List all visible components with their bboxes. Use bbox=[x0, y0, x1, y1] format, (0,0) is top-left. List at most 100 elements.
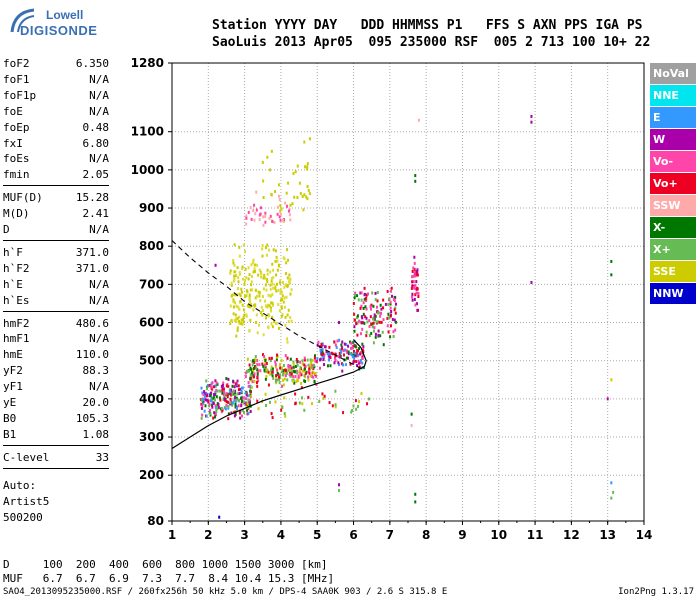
echo-point bbox=[414, 492, 417, 496]
echo-point bbox=[374, 291, 377, 295]
echo-point bbox=[239, 300, 242, 304]
echo-point bbox=[270, 192, 273, 196]
echo-point bbox=[389, 302, 392, 306]
echo-point bbox=[361, 327, 364, 331]
echo-point bbox=[351, 355, 354, 359]
echo-point bbox=[236, 329, 239, 333]
echo-point bbox=[313, 365, 316, 369]
param-name: foF1p bbox=[3, 88, 37, 102]
echo-point bbox=[250, 217, 253, 221]
echo-point bbox=[247, 381, 250, 385]
echo-point bbox=[244, 267, 247, 271]
echo-point bbox=[271, 293, 274, 297]
echo-point bbox=[334, 403, 337, 407]
echo-point bbox=[347, 350, 350, 354]
echo-point bbox=[268, 216, 271, 220]
echo-point bbox=[293, 195, 296, 199]
echo-point bbox=[286, 276, 289, 280]
echo-point bbox=[287, 308, 290, 312]
echo-point bbox=[356, 364, 359, 368]
echo-point bbox=[255, 366, 258, 370]
echo-point bbox=[210, 385, 213, 389]
echo-point bbox=[358, 352, 361, 356]
echo-point bbox=[229, 392, 232, 396]
echo-point bbox=[261, 362, 264, 366]
echo-point bbox=[279, 209, 282, 213]
echo-point bbox=[222, 387, 225, 391]
echo-point bbox=[305, 195, 308, 199]
legend-item: NNW bbox=[650, 283, 696, 304]
echo-point bbox=[228, 389, 231, 393]
echo-point bbox=[257, 379, 260, 383]
echo-point bbox=[263, 369, 266, 373]
echo-point bbox=[243, 282, 246, 286]
echo-point bbox=[216, 404, 219, 408]
echo-point bbox=[298, 375, 301, 379]
echo-point bbox=[270, 356, 273, 360]
echo-point bbox=[290, 319, 293, 323]
echo-point bbox=[280, 314, 283, 318]
profile-dashed-line bbox=[171, 240, 365, 371]
echo-point bbox=[288, 373, 291, 377]
echo-point bbox=[260, 305, 263, 309]
echo-point bbox=[214, 391, 217, 395]
echo-point bbox=[253, 305, 256, 309]
echo-point bbox=[288, 277, 291, 281]
echo-point bbox=[266, 305, 269, 309]
echo-point bbox=[264, 392, 267, 396]
echo-point bbox=[292, 172, 295, 176]
echo-point bbox=[264, 214, 267, 218]
echo-point bbox=[391, 294, 394, 298]
param-name: B0 bbox=[3, 411, 17, 425]
echo-point bbox=[229, 322, 232, 326]
echo-point bbox=[356, 348, 359, 352]
echo-point bbox=[271, 301, 274, 305]
axis-ticks: 1 2 3 4 5 6 7 8 9 10 11 12 13 14802003004005006007008… bbox=[131, 56, 653, 542]
echo-point bbox=[318, 366, 321, 370]
echo-point bbox=[219, 398, 222, 402]
echo-point bbox=[286, 248, 289, 252]
echo-point bbox=[259, 299, 262, 303]
echo-point bbox=[416, 308, 419, 312]
echo-point bbox=[212, 416, 215, 420]
echo-point bbox=[219, 407, 222, 411]
echo-point bbox=[245, 405, 248, 409]
legend-item: SSE bbox=[650, 261, 696, 282]
echo-point bbox=[259, 206, 262, 210]
echo-point bbox=[234, 404, 237, 408]
echo-point bbox=[411, 298, 414, 302]
param-value: 105.3 bbox=[75, 411, 109, 425]
echo-point bbox=[270, 279, 273, 283]
echo-point bbox=[282, 218, 285, 222]
echo-point bbox=[248, 363, 251, 367]
echo-point bbox=[354, 291, 357, 295]
param-row: M(D) 2.41 bbox=[3, 206, 109, 222]
echo-point bbox=[286, 340, 289, 344]
echo-point bbox=[363, 292, 366, 296]
echo-point bbox=[245, 403, 248, 407]
echo-point bbox=[268, 356, 271, 360]
x-tick-label: 4 bbox=[277, 528, 285, 542]
echo-point bbox=[358, 365, 361, 369]
echo-point bbox=[306, 165, 309, 169]
echo-point bbox=[415, 302, 418, 306]
echo-point bbox=[319, 348, 322, 352]
echo-point bbox=[203, 392, 206, 396]
echo-point bbox=[264, 299, 267, 303]
echo-point bbox=[201, 404, 204, 408]
echo-point bbox=[270, 193, 273, 197]
param-row: D N/A bbox=[3, 222, 109, 238]
echo-point bbox=[241, 265, 244, 269]
auto-program: Artist5 bbox=[3, 495, 50, 508]
echo-point bbox=[290, 372, 293, 376]
echo-point bbox=[271, 374, 274, 378]
echo-point bbox=[283, 377, 286, 381]
echo-point bbox=[282, 383, 285, 387]
echo-point bbox=[256, 375, 259, 379]
echo-point bbox=[368, 334, 371, 338]
echo-point bbox=[328, 352, 331, 356]
echo-point bbox=[303, 358, 306, 362]
echo-point bbox=[205, 379, 208, 383]
echo-point bbox=[301, 359, 304, 363]
echo-point bbox=[389, 300, 392, 304]
